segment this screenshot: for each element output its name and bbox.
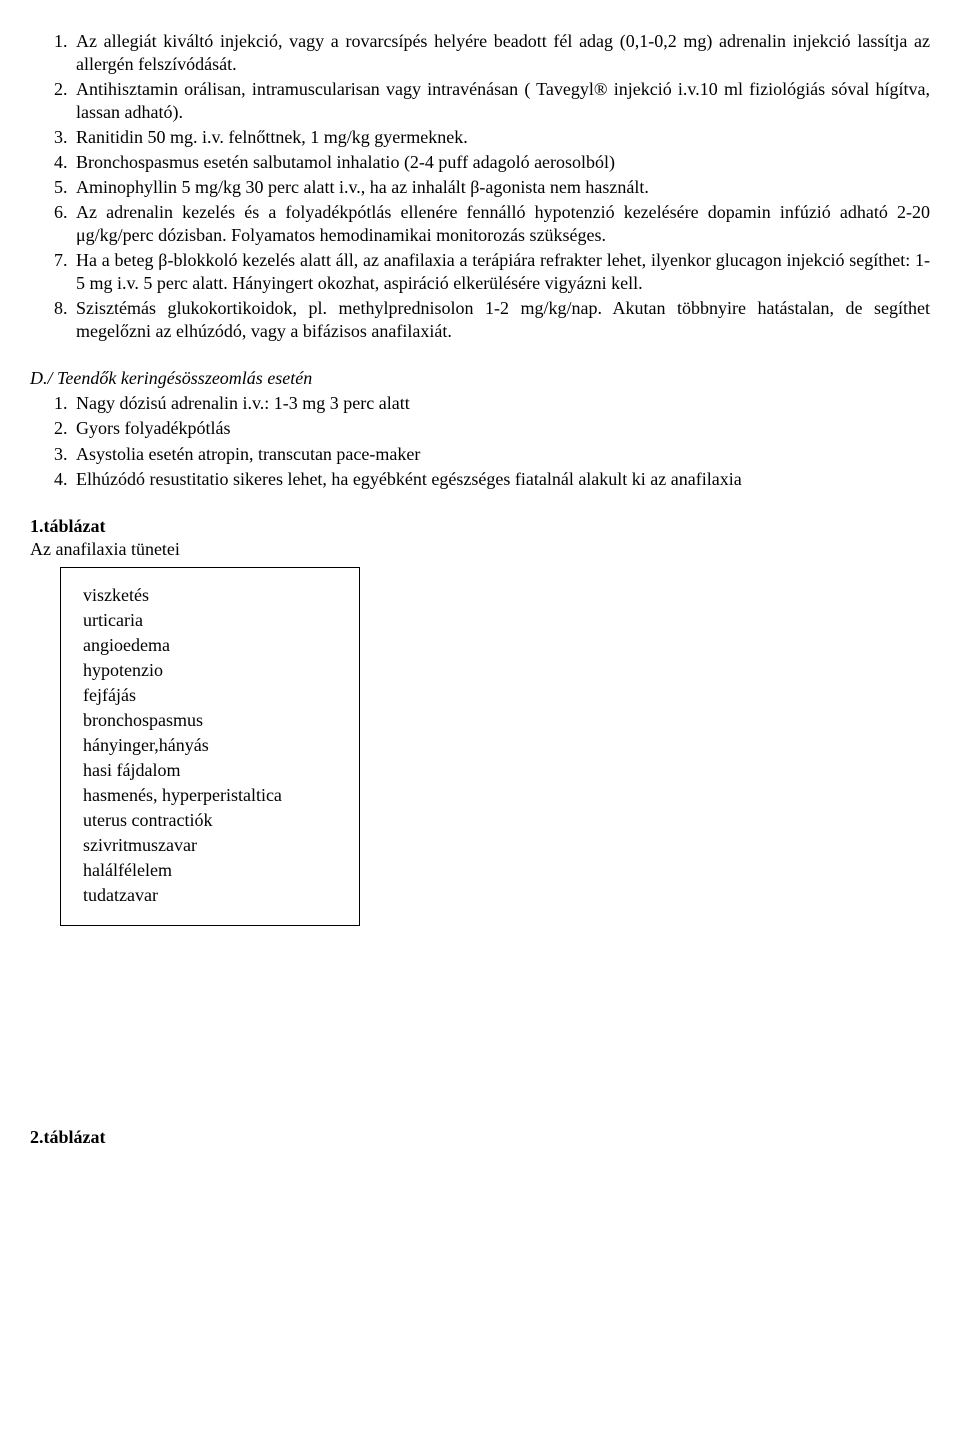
- list-item: Antihisztamin orálisan, intramuscularisa…: [72, 78, 930, 124]
- list-item: Az adrenalin kezelés és a folyadékpótlás…: [72, 201, 930, 247]
- list-item: Bronchospasmus esetén salbutamol inhalat…: [72, 151, 930, 174]
- box-row: fejfájás: [83, 684, 337, 707]
- box-row: angioedema: [83, 634, 337, 657]
- table2-label: 2.táblázat: [30, 1126, 930, 1149]
- symptoms-box: viszketés urticaria angioedema hypotenzi…: [60, 567, 360, 926]
- numbered-list-main: Az allegiát kiváltó injekció, vagy a rov…: [30, 30, 930, 343]
- list-item: Nagy dózisú adrenalin i.v.: 1-3 mg 3 per…: [72, 392, 930, 415]
- numbered-list-d: Nagy dózisú adrenalin i.v.: 1-3 mg 3 per…: [30, 392, 930, 490]
- list-item: Ha a beteg β-blokkoló kezelés alatt áll,…: [72, 249, 930, 295]
- list-item: Elhúzódó resustitatio sikeres lehet, ha …: [72, 468, 930, 491]
- box-row: urticaria: [83, 609, 337, 632]
- box-row: hypotenzio: [83, 659, 337, 682]
- box-row: halálfélelem: [83, 859, 337, 882]
- box-row: hasmenés, hyperperistaltica: [83, 784, 337, 807]
- table1-caption: Az anafilaxia tünetei: [30, 538, 930, 561]
- box-row: uterus contractiók: [83, 809, 337, 832]
- table1-label: 1.táblázat: [30, 515, 930, 538]
- list-item: Ranitidin 50 mg. i.v. felnőttnek, 1 mg/k…: [72, 126, 930, 149]
- box-row: bronchospasmus: [83, 709, 337, 732]
- list-item: Asystolia esetén atropin, transcutan pac…: [72, 443, 930, 466]
- list-item: Gyors folyadékpótlás: [72, 417, 930, 440]
- box-row: tudatzavar: [83, 884, 337, 907]
- box-row: hasi fájdalom: [83, 759, 337, 782]
- list-item: Aminophyllin 5 mg/kg 30 perc alatt i.v.,…: [72, 176, 930, 199]
- list-item: Az allegiát kiváltó injekció, vagy a rov…: [72, 30, 930, 76]
- box-row: szivritmuszavar: [83, 834, 337, 857]
- box-row: hányinger,hányás: [83, 734, 337, 757]
- section-d-title: D./ Teendők keringésösszeomlás esetén: [30, 367, 930, 390]
- box-row: viszketés: [83, 584, 337, 607]
- list-item: Szisztémás glukokortikoidok, pl. methylp…: [72, 297, 930, 343]
